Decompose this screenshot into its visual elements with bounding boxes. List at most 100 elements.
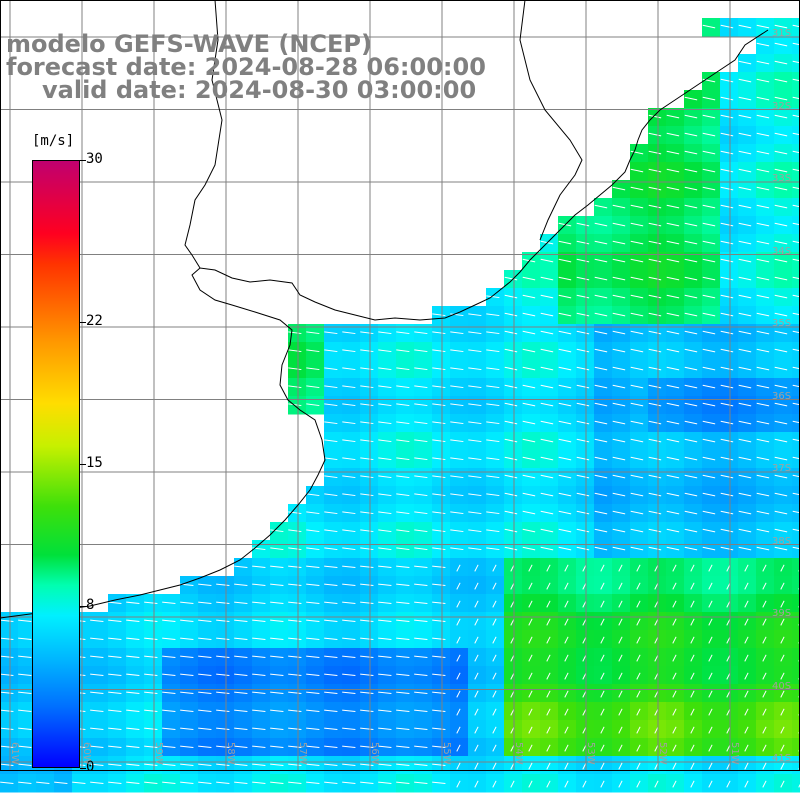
- wind-arrow: [600, 690, 605, 698]
- wind-arrow: [474, 654, 479, 662]
- wind-arrow: [684, 240, 698, 245]
- wind-arrow: [618, 582, 623, 590]
- wind-arrow: [684, 312, 698, 317]
- wind-arrow: [414, 421, 428, 425]
- wind-cell: [792, 108, 800, 127]
- wind-arrow: [780, 654, 785, 662]
- wind-cell: [792, 18, 800, 37]
- wind-arrow: [126, 691, 140, 694]
- wind-arrow: [414, 529, 428, 533]
- wind-arrow: [792, 510, 800, 514]
- wind-arrow: [738, 168, 752, 173]
- wind-arrow: [528, 762, 533, 770]
- wind-arrow: [324, 673, 338, 676]
- wind-arrow: [396, 511, 410, 515]
- wind-arrow: [144, 619, 158, 622]
- wind-arrow: [774, 402, 788, 407]
- wind-cell: [792, 288, 800, 307]
- wind-arrow: [702, 384, 716, 389]
- wind-arrow: [468, 331, 482, 335]
- wind-arrow: [414, 745, 428, 748]
- wind-arrow: [720, 492, 734, 497]
- wind-arrow: [522, 366, 536, 371]
- wind-arrow: [744, 780, 749, 788]
- wind-arrow: [684, 294, 698, 299]
- wind-arrow: [198, 781, 212, 784]
- wind-arrow: [342, 673, 356, 676]
- wind-arrow: [474, 600, 479, 608]
- wind-cell: [792, 216, 800, 235]
- wind-arrow: [564, 726, 569, 734]
- wind-arrow: [780, 726, 785, 734]
- wind-arrow: [522, 456, 536, 461]
- wind-arrow: [378, 475, 392, 479]
- wind-arrow: [720, 420, 734, 425]
- colorbar-unit: [m/s]: [32, 133, 75, 149]
- wind-arrow: [306, 781, 320, 784]
- wind-arrow: [774, 60, 788, 65]
- wind-arrow: [684, 186, 698, 191]
- wind-arrow: [360, 385, 374, 389]
- wind-arrow: [666, 438, 680, 443]
- wind-arrow: [180, 691, 194, 694]
- wind-arrow: [780, 564, 785, 572]
- wind-arrow: [180, 763, 194, 766]
- wind-arrow: [630, 294, 644, 299]
- wind-cell: [792, 612, 800, 631]
- longitude-label: 59W: [153, 742, 164, 765]
- wind-arrow: [594, 474, 608, 479]
- wind-arrow: [270, 565, 284, 568]
- wind-arrow: [378, 493, 392, 497]
- wind-arrow: [306, 691, 320, 694]
- wind-arrow: [630, 384, 644, 389]
- wind-arrow: [234, 583, 248, 586]
- wind-arrow: [492, 618, 497, 626]
- wind-arrow: [708, 708, 713, 716]
- wind-arrow: [684, 132, 698, 137]
- wind-cell: [792, 486, 800, 505]
- wind-arrow: [180, 637, 194, 640]
- wind-cell: [792, 702, 800, 721]
- wind-arrow: [288, 565, 302, 568]
- wind-arrow: [618, 654, 623, 662]
- wind-arrow: [432, 511, 446, 515]
- wind-arrow: [492, 762, 497, 770]
- wind-arrow: [18, 691, 32, 694]
- wind-arrow: [540, 510, 554, 515]
- wind-arrow: [108, 691, 122, 694]
- wind-arrow: [432, 619, 446, 622]
- wind-arrow: [198, 583, 212, 586]
- wind-arrow: [558, 258, 572, 263]
- wind-arrow: [600, 654, 605, 662]
- wind-arrow: [414, 565, 428, 568]
- wind-arrow: [306, 349, 320, 353]
- wind-arrow: [522, 474, 536, 479]
- wind-arrow: [738, 546, 752, 551]
- wind-arrow: [270, 583, 284, 586]
- wind-arrow: [774, 204, 788, 209]
- wind-arrow: [144, 601, 158, 604]
- wind-arrow: [756, 438, 770, 443]
- wind-arrow: [720, 276, 734, 281]
- wind-arrow: [360, 781, 374, 784]
- latitude-label: 38S: [772, 535, 792, 547]
- wind-arrow: [396, 601, 410, 604]
- wind-arrow: [522, 276, 536, 281]
- wind-arrow: [756, 294, 770, 299]
- wind-arrow: [324, 691, 338, 694]
- wind-arrow: [594, 294, 608, 299]
- wind-arrow: [288, 691, 302, 694]
- wind-arrow: [762, 582, 767, 590]
- wind-arrow: [594, 402, 608, 407]
- wind-arrow: [126, 709, 140, 712]
- latitude-label: 34S: [772, 245, 792, 257]
- wind-arrow: [0, 763, 14, 766]
- wind-arrow: [360, 709, 374, 712]
- wind-arrow: [396, 745, 410, 748]
- latitude-label: 33S: [772, 173, 792, 184]
- wind-arrow: [672, 654, 677, 662]
- longitude-label: 51W: [729, 742, 740, 765]
- wind-arrow: [774, 330, 788, 335]
- wind-arrow: [342, 781, 356, 784]
- wind-cell: [792, 72, 800, 91]
